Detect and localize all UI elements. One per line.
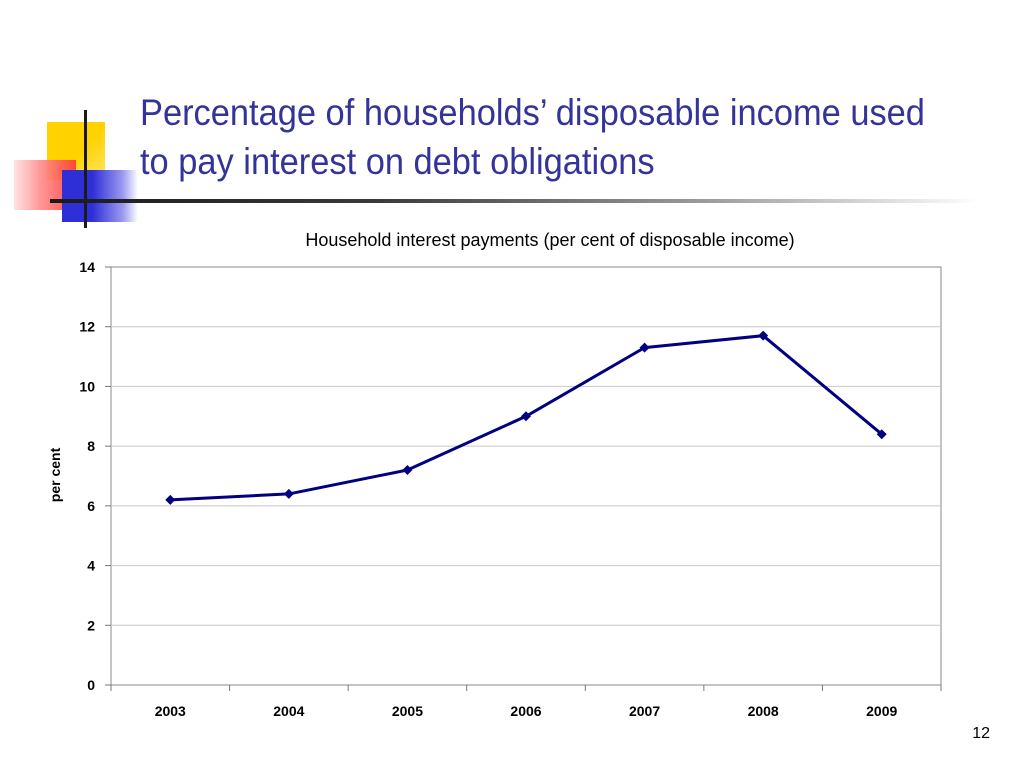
x-tick-label: 2004 (273, 703, 304, 719)
x-tick-label: 2007 (629, 703, 660, 719)
x-tick-label: 2008 (748, 703, 779, 719)
page-number: 12 (972, 725, 990, 742)
data-point-marker (283, 488, 294, 499)
slide-title: Percentage of households’ disposable inc… (140, 92, 925, 182)
title-rule (50, 199, 980, 203)
y-tick-label: 4 (87, 558, 95, 574)
data-point-marker (402, 465, 413, 476)
data-point-marker (758, 330, 769, 341)
y-tick-label: 12 (79, 319, 95, 335)
logo-vertical-line (84, 110, 87, 228)
data-point-marker (876, 429, 887, 440)
x-tick-label: 2009 (866, 703, 897, 719)
x-tick-label: 2003 (155, 703, 186, 719)
y-tick-label: 2 (87, 617, 95, 633)
x-tick-label: 2006 (510, 703, 541, 719)
y-tick-label: 10 (79, 378, 95, 394)
y-tick-label: 0 (87, 677, 95, 693)
plot-area (110, 266, 942, 686)
y-tick-label: 8 (87, 438, 95, 454)
data-point-marker (165, 494, 176, 505)
logo-blue-square (62, 170, 138, 222)
chart-title: Household interest payments (per cent of… (305, 230, 795, 250)
y-tick-label: 6 (87, 498, 95, 514)
data-point-marker (639, 342, 650, 353)
slide-logo (0, 100, 150, 240)
y-tick-label: 14 (79, 259, 95, 275)
x-tick-label: 2005 (392, 703, 423, 719)
data-point-marker (521, 411, 531, 422)
